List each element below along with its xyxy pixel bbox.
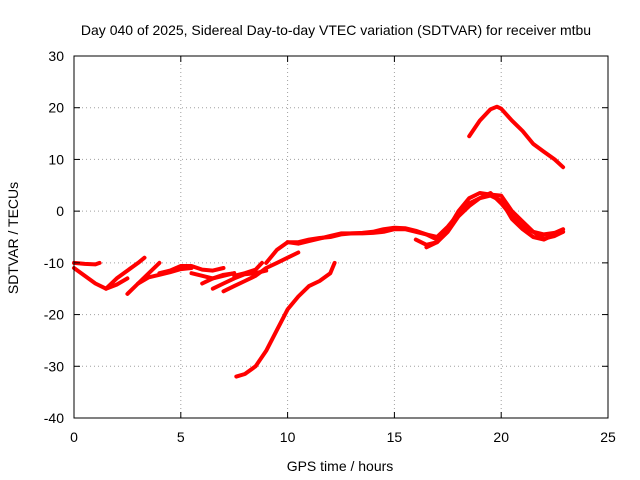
x-tick-label: 25 <box>600 429 616 445</box>
grid-lines <box>74 56 608 418</box>
x-tick-label: 20 <box>493 429 509 445</box>
x-tick-label: 10 <box>280 429 296 445</box>
x-tick-label: 5 <box>177 429 185 445</box>
chart-title: Day 040 of 2025, Sidereal Day-to-day VTE… <box>81 22 591 38</box>
series-track-4 <box>104 255 147 291</box>
y-tick-label: 10 <box>48 151 64 167</box>
x-tick-labels: 0 5 10 15 20 25 <box>70 429 616 445</box>
series-track-6 <box>157 264 226 276</box>
y-tick-label: 0 <box>56 203 64 219</box>
plot-frame <box>73 55 609 419</box>
tick-marks <box>73 55 609 419</box>
series-track-10 <box>221 250 301 294</box>
y-tick-label: -20 <box>44 307 64 323</box>
series-track-11 <box>232 260 264 278</box>
y-axis-label: SDTVAR / TECUs <box>5 182 21 294</box>
y-tick-label: 30 <box>48 48 64 64</box>
series-track-16 <box>424 191 566 250</box>
x-axis-label: GPS time / hours <box>287 458 394 474</box>
series-track-1 <box>72 266 130 291</box>
y-tick-labels: -40 -30 -20 -10 0 10 20 30 <box>44 48 64 426</box>
x-tick-label: 15 <box>387 429 403 445</box>
series-track-12 <box>234 260 337 379</box>
x-tick-label: 0 <box>70 429 78 445</box>
series-track-17 <box>467 104 566 170</box>
series-layer <box>72 104 566 379</box>
y-tick-label: -10 <box>44 255 64 271</box>
y-tick-label: 20 <box>48 100 64 116</box>
series-track-8 <box>200 271 237 286</box>
y-tick-label: -30 <box>44 358 64 374</box>
y-tick-label: -40 <box>44 410 64 426</box>
series-track-2 <box>72 260 102 267</box>
